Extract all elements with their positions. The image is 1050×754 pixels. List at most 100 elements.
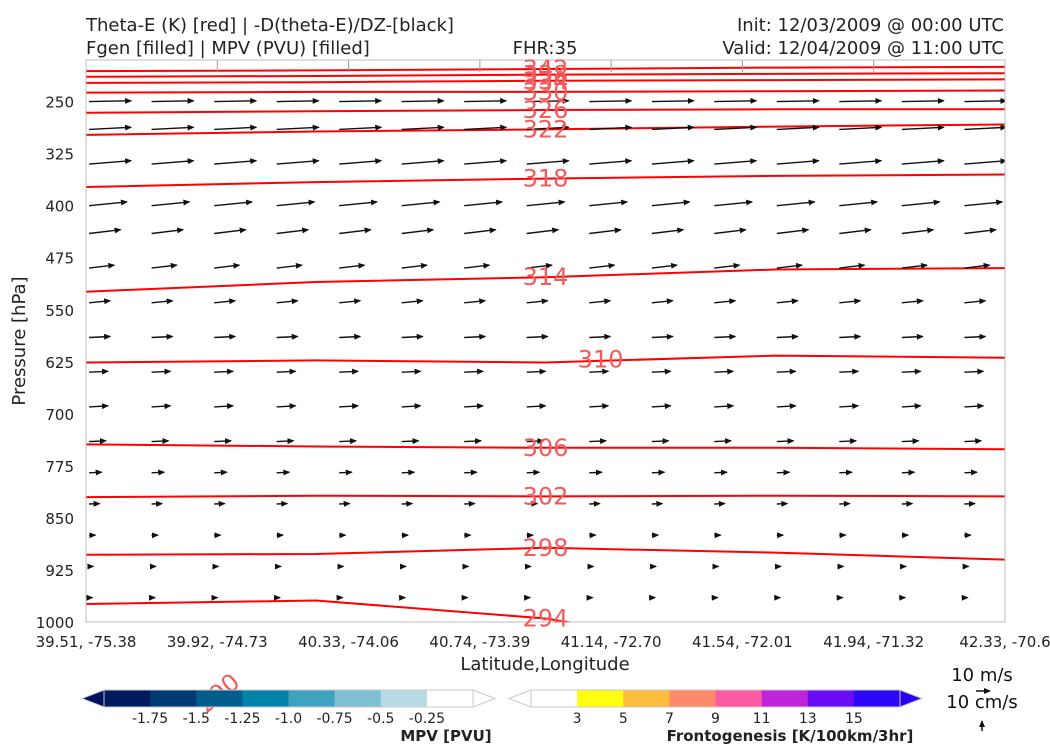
x-tick-label: 40.74, -73.39 xyxy=(429,633,530,651)
x-tick-label: 42.33, -70.6 xyxy=(959,633,1050,651)
colorbar-fgen-extend-right xyxy=(900,690,922,707)
theta-e-label-294: 294 xyxy=(523,605,569,633)
wind-vector xyxy=(714,441,731,442)
wind-vector xyxy=(839,472,852,473)
x-tick-label: 41.14, -72.70 xyxy=(561,633,662,651)
wind-vector xyxy=(652,101,694,102)
colorbar-fgen-segment xyxy=(762,690,809,707)
theta-e-label-298: 298 xyxy=(523,534,569,562)
wind-vector xyxy=(152,337,173,338)
colorbar-mpv-tick-label: -0.25 xyxy=(409,711,445,727)
colorbar-fgen-tick-label: 15 xyxy=(845,711,863,727)
wind-vector xyxy=(964,371,983,372)
wind-vector xyxy=(839,371,858,372)
wind-vector xyxy=(839,441,856,442)
theta-e-label-306: 306 xyxy=(523,434,569,462)
colorbar-fgen-segment xyxy=(623,690,670,707)
reference-vertical-label: 10 cm/s xyxy=(946,692,1018,713)
wind-vector xyxy=(652,337,673,338)
wind-vector xyxy=(839,101,881,102)
y-tick-label: 400 xyxy=(45,198,74,216)
wind-vector xyxy=(339,371,358,372)
colorbar-mpv-tick-label: -1.5 xyxy=(183,711,210,727)
theta-e-label-314: 314 xyxy=(523,263,569,291)
wind-vector xyxy=(214,371,233,372)
colorbar-fgen-tick-label: 7 xyxy=(665,711,674,727)
colorbar-mpv-segment xyxy=(427,690,474,707)
theta-e-label-302: 302 xyxy=(523,482,569,510)
wind-vector xyxy=(152,441,169,442)
wind-vector xyxy=(89,472,102,473)
colorbar-mpv-segment xyxy=(150,690,197,707)
wind-vector xyxy=(214,101,256,102)
x-tick-label: 41.54, -72.01 xyxy=(692,633,793,651)
wind-vector xyxy=(214,441,231,442)
theta-e-label-310: 310 xyxy=(578,346,624,374)
y-tick-label: 775 xyxy=(45,458,74,476)
colorbar-mpv-tick-label: -1.25 xyxy=(224,711,260,727)
y-tick-label: 850 xyxy=(45,510,74,528)
wind-vector xyxy=(277,337,298,338)
colorbar-mpv-tick-label: -1.0 xyxy=(275,711,302,727)
wind-vector xyxy=(714,101,756,102)
colorbar-mpv-segment xyxy=(104,690,151,707)
wind-vector xyxy=(527,472,540,473)
colorbar-mpv-segment xyxy=(381,690,428,707)
wind-vector xyxy=(777,472,790,473)
y-tick-label: 250 xyxy=(45,94,74,112)
wind-vector xyxy=(589,337,610,338)
colorbar-fgen-extend-left xyxy=(509,690,531,707)
x-axis-label: Latitude,Longitude xyxy=(460,654,629,675)
wind-vector xyxy=(902,371,921,372)
wind-vector xyxy=(402,472,415,473)
wind-vector xyxy=(964,472,977,473)
x-tick-label: 41.94, -71.32 xyxy=(823,633,924,651)
wind-vector xyxy=(89,371,108,372)
wind-vector xyxy=(902,337,923,338)
colorbar-fgen-tick-label: 5 xyxy=(619,711,628,727)
y-tick-label: 625 xyxy=(45,354,74,372)
y-tick-label: 325 xyxy=(45,146,74,164)
theta-e-label-322: 322 xyxy=(523,115,569,143)
wind-vector xyxy=(464,101,506,102)
colorbar-fgen-segment xyxy=(716,690,763,707)
header-init: Init: 12/03/2009 @ 00:00 UTC xyxy=(737,15,1004,36)
colorbar-mpv-tick-label: -0.75 xyxy=(316,711,352,727)
wind-vector xyxy=(714,371,733,372)
wind-vector xyxy=(339,472,352,473)
wind-vector xyxy=(652,371,671,372)
wind-vector xyxy=(777,101,819,102)
y-tick-label: 550 xyxy=(45,302,74,320)
colorbar-fgen-segment xyxy=(531,690,578,707)
colorbar-mpv-extend-right xyxy=(473,690,495,707)
header-left-line2: Fgen [filled] | MPV (PVU) [filled] xyxy=(86,38,370,59)
reference-speed-label: 10 m/s xyxy=(951,665,1013,686)
wind-vector xyxy=(89,101,131,102)
wind-vector xyxy=(152,371,171,372)
wind-vector xyxy=(839,337,860,338)
colorbar-mpv-tick-label: -1.75 xyxy=(132,711,168,727)
colorbar-fgen-segment xyxy=(808,690,855,707)
colorbar-fgen-segment xyxy=(577,690,624,707)
colorbar-fgen-tick-label: 13 xyxy=(799,711,817,727)
wind-vector xyxy=(964,337,985,338)
wind-reference-key: 10 m/s 10 cm/s xyxy=(946,665,1018,731)
y-tick-label: 1000 xyxy=(36,614,74,632)
colorbar-fgen-segment xyxy=(669,690,716,707)
colorbar-mpv-segment xyxy=(196,690,243,707)
wind-vector xyxy=(152,101,194,102)
wind-vector xyxy=(527,371,546,372)
wind-vector xyxy=(277,472,290,473)
wind-vector xyxy=(589,472,602,473)
wind-vector xyxy=(277,101,319,102)
wind-vector xyxy=(902,101,944,102)
colorbar-fgen-tick-label: 3 xyxy=(573,711,582,727)
colorbar-fgen-title: Frontogenesis [K/100km/3hr] xyxy=(667,727,914,745)
wind-vector xyxy=(464,441,481,442)
theta-e-label-318: 318 xyxy=(523,165,569,193)
wind-vector xyxy=(214,472,227,473)
wind-vector xyxy=(652,441,669,442)
wind-vector xyxy=(652,472,665,473)
